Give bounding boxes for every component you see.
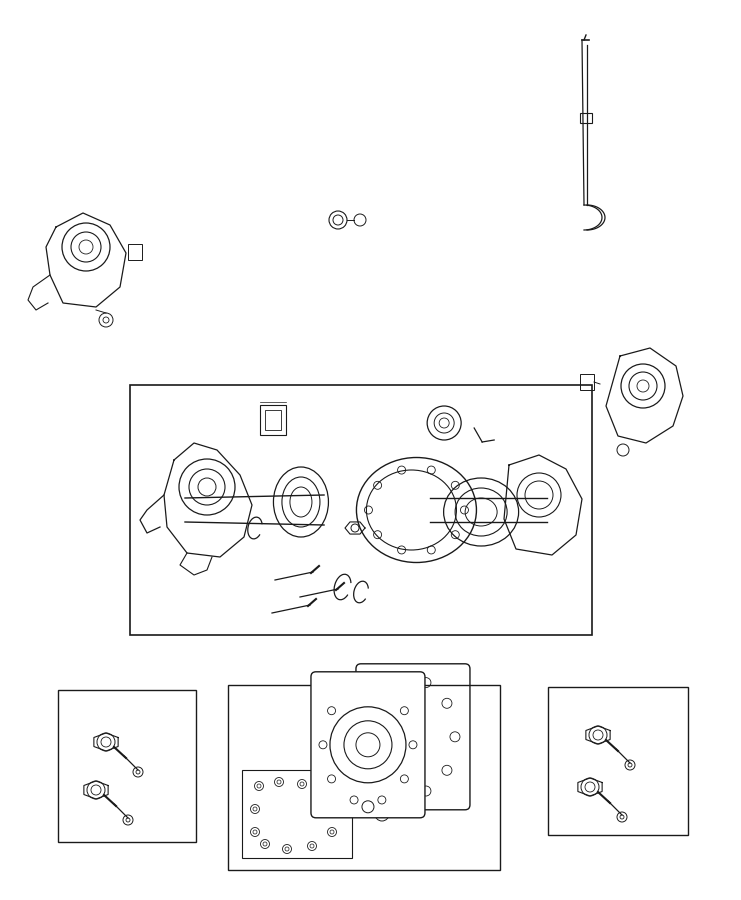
Bar — [242, 770, 352, 858]
Bar — [580, 374, 594, 390]
Bar — [130, 385, 592, 635]
Bar — [548, 687, 688, 835]
Bar — [260, 405, 286, 435]
Bar — [580, 113, 592, 123]
Bar — [58, 690, 196, 842]
Bar — [228, 685, 500, 870]
FancyBboxPatch shape — [311, 671, 425, 818]
Bar — [128, 244, 142, 260]
Bar — [265, 410, 282, 430]
